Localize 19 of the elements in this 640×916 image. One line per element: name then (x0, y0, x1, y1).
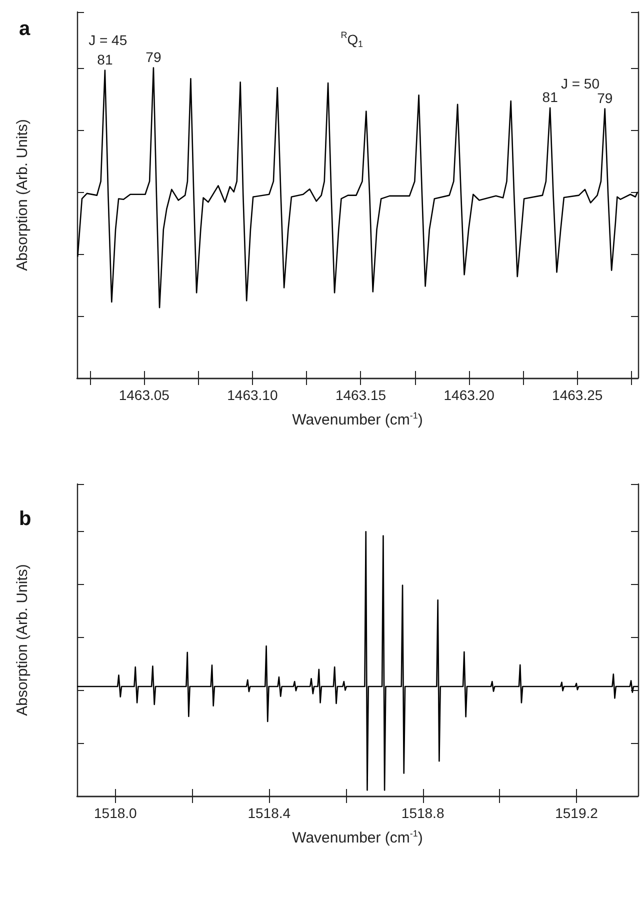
x-tick-label: 1518.8 (401, 805, 444, 821)
x-tick-label: 1463.10 (227, 387, 278, 403)
text: J = 45 (88, 32, 128, 48)
x-tick-label: 1519.2 (555, 805, 598, 821)
chart-title: a (19, 18, 31, 40)
annotation: 81 (97, 51, 113, 68)
x-tick-label: 1463.20 (444, 387, 495, 403)
annotation: 79 (597, 90, 613, 106)
x-tick-label: 1463.05 (118, 387, 170, 403)
annotation: 81 (542, 88, 558, 105)
x-tick-label: 1463.15 (335, 387, 386, 403)
annotation: 79 (146, 48, 162, 65)
annotation: J = 50 (560, 75, 600, 92)
chart-title: b (19, 508, 32, 530)
x-tick-label: 1518.0 (94, 805, 138, 821)
x-tick-label: 1463.25 (552, 387, 603, 403)
y-axis-title: Absorption (Arb. Units) (14, 119, 31, 271)
x-tick-label: 1518.4 (248, 805, 291, 821)
y-axis-title: Absorption (Arb. Units) (14, 564, 31, 716)
